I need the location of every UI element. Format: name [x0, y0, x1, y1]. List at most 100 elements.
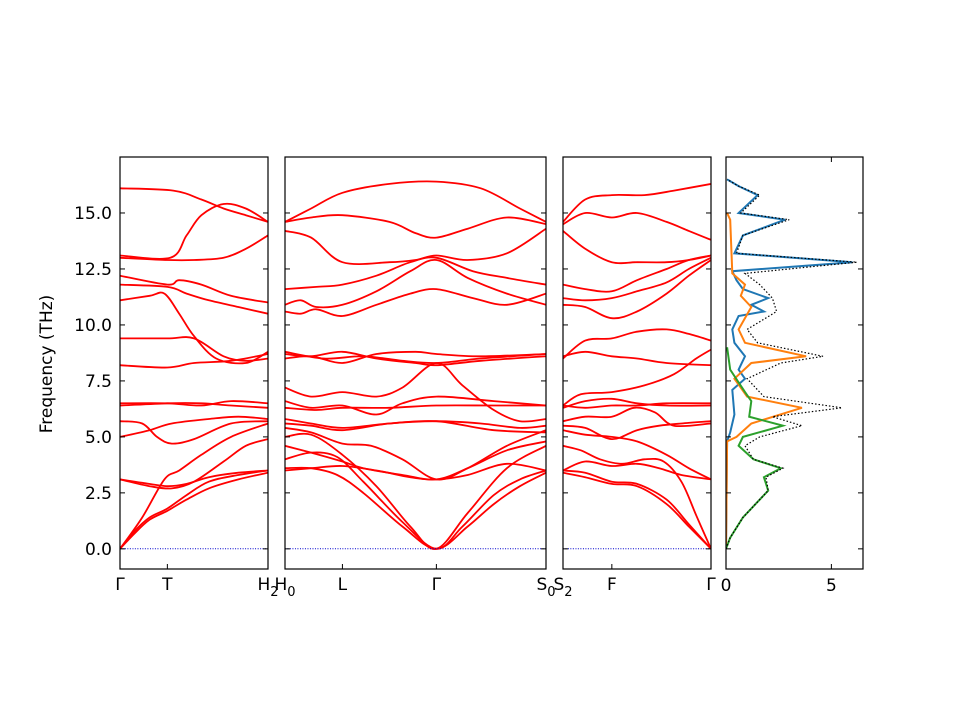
phonon-band: [563, 420, 711, 441]
phonon-band: [120, 415, 268, 438]
phonon-band: [285, 350, 546, 364]
phonon-band: [120, 420, 268, 445]
dos-series-3: [726, 347, 787, 550]
phonon-band: [120, 469, 268, 488]
phonon-band: [563, 230, 711, 265]
kpoint-label-subscript: 0: [547, 585, 555, 600]
phonon-band: [285, 440, 546, 481]
plot-area: [120, 187, 268, 550]
phonon-band: [285, 427, 546, 481]
kpoint-label: Γ: [432, 575, 442, 595]
y-tick-label: 2.5: [85, 484, 112, 504]
y-axis-label: Frequency (THz): [37, 295, 57, 434]
kpoint-label-text: T: [161, 575, 173, 595]
x-tick-label: 5: [826, 576, 837, 596]
phonon-band: [563, 350, 711, 367]
kpoint-label: T: [161, 575, 173, 595]
panel-frame: [562, 156, 712, 570]
dos-series-2: [726, 212, 807, 549]
phonon-band: [563, 183, 711, 223]
y-tick-label: 10.0: [74, 316, 112, 336]
phonon-band: [563, 211, 711, 241]
phonon-band: [120, 283, 268, 315]
phonon-band: [120, 202, 268, 260]
panel-2: H0 L Γ S0: [274, 156, 556, 600]
panel-3: S2 F Γ: [553, 156, 716, 600]
phonon-band: [120, 336, 268, 362]
phonon-band: [120, 400, 268, 407]
kpoint-label-text: S: [536, 575, 547, 595]
kpoint-label: S0: [536, 575, 555, 600]
dos-series-4: [726, 178, 857, 550]
phonon-band: [120, 187, 268, 223]
phonon-band: [120, 438, 268, 490]
phonon-band: [563, 402, 711, 409]
phonon-band: [285, 256, 546, 290]
y-tick-label: 7.5: [85, 372, 112, 392]
kpoint-label-subscript: 2: [564, 585, 572, 600]
phonon-band: [563, 328, 711, 360]
phonon-band: [563, 259, 711, 320]
phonon-band: [563, 460, 711, 481]
phonon-band: [285, 432, 546, 550]
kpoint-label-text: H: [257, 575, 270, 595]
kpoint-label: F: [607, 575, 617, 595]
kpoint-label: H0: [274, 575, 295, 600]
phonon-band: [285, 180, 546, 223]
phonon-band: [120, 422, 268, 550]
phonon-band: [563, 444, 711, 550]
kpoint-label-text: L: [338, 575, 348, 595]
kpoint-label: Γ: [706, 575, 716, 595]
phonon-band: [563, 348, 711, 407]
kpoint-label: Γ: [115, 575, 125, 595]
kpoint-label-text: Γ: [432, 575, 442, 595]
phonon-band: [120, 291, 268, 365]
y-tick-label: 12.5: [74, 260, 112, 280]
phonon-band: [563, 429, 711, 481]
plot-area: [563, 183, 711, 550]
phonon-band: [285, 227, 546, 266]
plot-area: [285, 180, 546, 550]
panel-frame: [725, 156, 864, 570]
kpoint-label: S2: [553, 575, 572, 600]
panel-1: Γ T H2 0.0 2.5 5.0 7.5 10.0 12.5 15.0: [74, 156, 279, 600]
dos-series-1: [726, 178, 853, 549]
y-tick-label: 15.0: [74, 204, 112, 224]
phonon-band: [563, 254, 711, 293]
kpoint-label-text: Γ: [115, 575, 125, 595]
phonon-band: [120, 471, 268, 550]
kpoint-label: L: [338, 575, 348, 595]
phonon-band: [285, 362, 546, 423]
kpoint-label-text: Γ: [706, 575, 716, 595]
kpoint-label-text: S: [553, 575, 564, 595]
y-tick-label: 0.0: [85, 540, 112, 560]
phonon-band: [285, 395, 546, 416]
kpoint-label-subscript: 2: [270, 585, 278, 600]
phonon-band: [563, 469, 711, 550]
phonon-band: [120, 353, 268, 369]
y-tick-label: 5.0: [85, 428, 112, 448]
plot-area: [726, 178, 857, 550]
phonon-band: [285, 418, 546, 434]
kpoint-label: H2: [257, 575, 278, 600]
panel-frame: [284, 156, 547, 570]
phonon-band: [285, 288, 546, 317]
phonon-band: [120, 234, 268, 262]
phonon-band: [563, 406, 711, 428]
phonon-band: [285, 404, 546, 411]
phonon-band: [563, 256, 711, 302]
kpoint-label-subscript: 0: [287, 585, 295, 600]
kpoint-label-text: H: [274, 575, 287, 595]
phonon-band: [285, 466, 546, 550]
phonon-band: [120, 469, 268, 550]
x-tick-label: 0: [721, 576, 732, 596]
phonon-band: [563, 471, 711, 550]
kpoint-label-text: F: [607, 575, 617, 595]
phonon-band: [120, 274, 268, 304]
panel-frame: [119, 156, 269, 570]
phonon-band: [563, 397, 711, 409]
phonon-band: [285, 214, 546, 239]
